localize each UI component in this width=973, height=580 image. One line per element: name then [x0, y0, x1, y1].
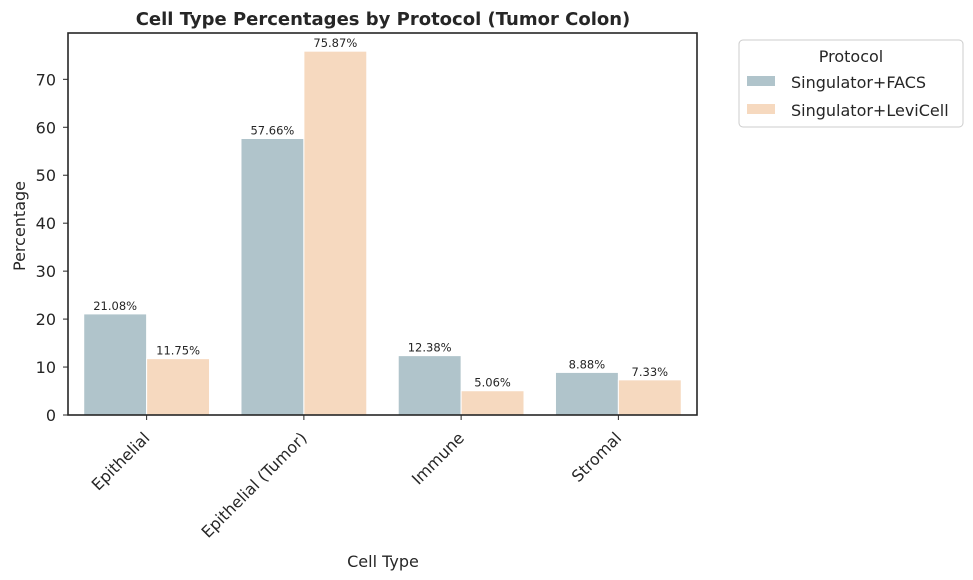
axes-frame — [67, 32, 698, 416]
chart-title: Cell Type Percentages by Protocol (Tumor… — [136, 9, 631, 30]
bar-value-label-singulator-levicell-immune: 5.06% — [474, 376, 511, 390]
y-tick-label: 40 — [36, 214, 56, 233]
bar-singulator-facs-immune — [397, 355, 462, 416]
y-tick-label: 70 — [36, 70, 56, 89]
x-tick-label-epithelial: Epithelial — [88, 428, 154, 494]
legend-label-levicell: Singulator+LeviCell — [791, 101, 949, 120]
y-tick-label: 0 — [46, 406, 56, 425]
legend-box — [738, 39, 964, 128]
bar-singulator-levicell-epithelial-tumor — [303, 50, 368, 416]
y-axis-label: Percentage — [10, 181, 29, 271]
legend-title: Protocol — [819, 47, 883, 66]
bar-value-label-singulator-facs-stromal: 8.88% — [569, 357, 606, 371]
legend-label-facs: Singulator+FACS — [791, 73, 926, 92]
x-tick-label-epithelial-tumor: Epithelial (Tumor) — [197, 428, 310, 541]
x-axis-label: Cell Type — [347, 552, 419, 571]
bar-value-label-singulator-facs-epithelial: 21.08% — [93, 299, 137, 313]
bar-value-label-singulator-facs-immune: 12.38% — [408, 341, 452, 355]
y-tick-label: 60 — [36, 118, 56, 137]
legend-swatch-facs — [747, 76, 775, 86]
bar-value-label-singulator-levicell-stromal: 7.33% — [632, 365, 669, 379]
legend: Protocol Singulator+FACS Singulator+Levi… — [738, 39, 964, 128]
bar-singulator-levicell-immune — [460, 390, 525, 416]
bar-singulator-levicell-stromal — [617, 379, 682, 416]
bar-value-label-singulator-facs-epithelial-tumor: 57.66% — [250, 123, 294, 137]
x-tick-label-stromal: Stromal — [568, 428, 625, 485]
legend-swatch-levicell — [747, 104, 775, 114]
y-tick-label: 30 — [36, 262, 56, 281]
plot-area: 21.08% 57.66% 12.38% 8.88% 11.75% 75.87% 5.06%… — [36, 32, 698, 542]
x-tick-label-immune: Immune — [408, 428, 468, 488]
bar-value-label-singulator-levicell-epithelial: 11.75% — [156, 344, 200, 358]
bar-value-label-singulator-levicell-epithelial-tumor: 75.87% — [313, 36, 357, 50]
bar-singulator-levicell-epithelial — [146, 358, 211, 416]
y-tick-label: 20 — [36, 310, 56, 329]
y-tick-label: 10 — [36, 358, 56, 377]
bar-singulator-facs-epithelial-tumor — [240, 137, 305, 416]
y-tick-label: 50 — [36, 166, 56, 185]
bar-singulator-facs-stromal — [554, 371, 619, 416]
bar-singulator-facs-epithelial — [83, 313, 148, 416]
